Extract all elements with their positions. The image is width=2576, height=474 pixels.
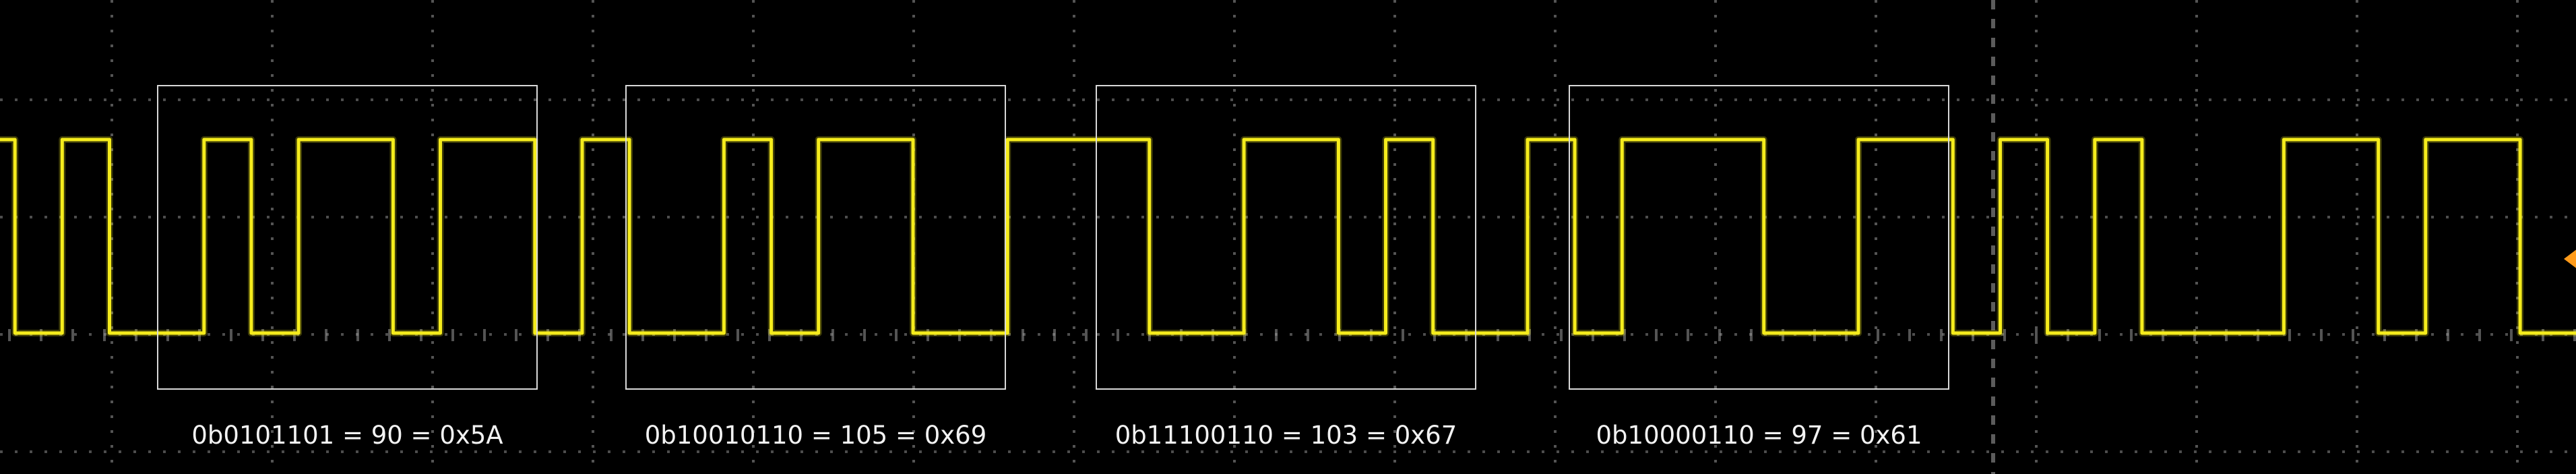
trace-layer bbox=[0, 136, 2576, 336]
decode-label-1: 0b0101101 = 90 = 0x5A bbox=[191, 421, 503, 450]
decode-box-2 bbox=[625, 85, 1006, 390]
decode-label-4: 0b10000110 = 97 = 0x61 bbox=[1596, 421, 1922, 450]
decode-label-3: 0b11100110 = 103 = 0x67 bbox=[1114, 421, 1457, 450]
decode-box-1 bbox=[157, 85, 538, 390]
waveform-trace bbox=[0, 138, 2576, 335]
trigger-level-arrow-icon[interactable] bbox=[2564, 249, 2576, 269]
decode-box-4 bbox=[1569, 85, 1949, 390]
decode-box-3 bbox=[1096, 85, 1476, 390]
decode-label-2: 0b10010110 = 105 = 0x69 bbox=[644, 421, 987, 450]
